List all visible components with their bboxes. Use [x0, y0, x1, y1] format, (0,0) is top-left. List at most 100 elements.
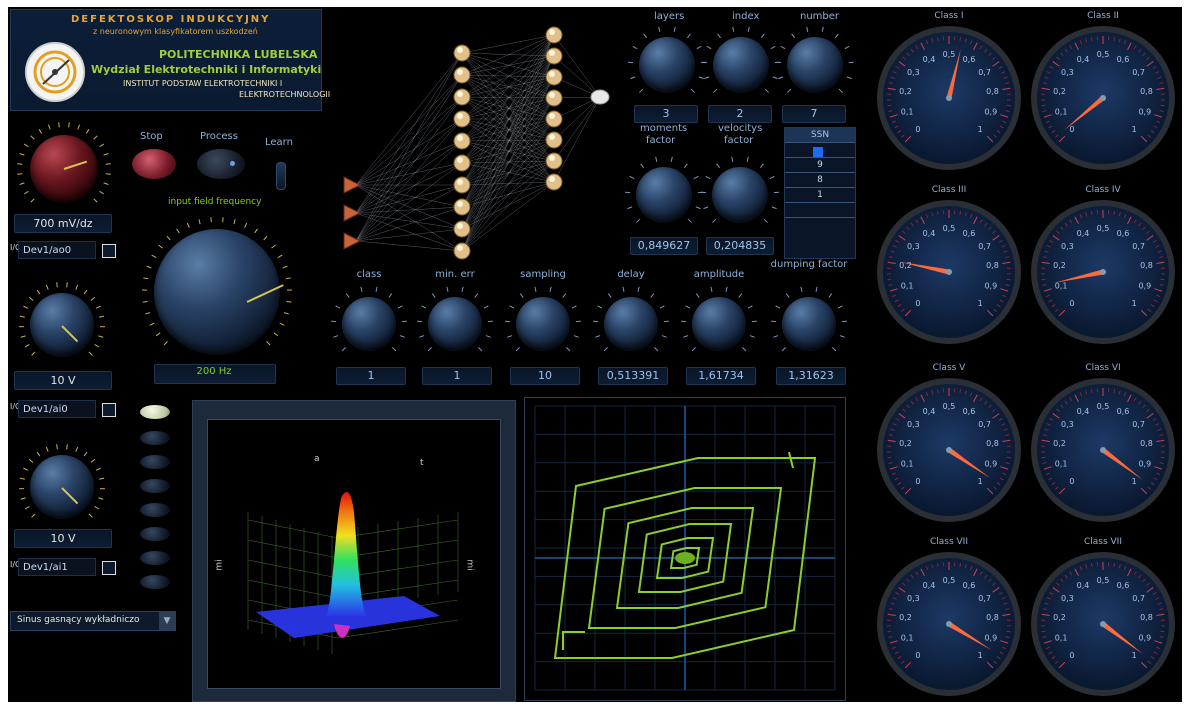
gauge-tick [1152, 592, 1157, 595]
gauge-tick [1005, 110, 1010, 113]
led-button-7[interactable] [140, 551, 170, 565]
gauge-scale-label: 0,6 [1117, 581, 1130, 590]
scale-tick [149, 322, 155, 326]
nn-connection [461, 34, 555, 164]
nn-hidden-node [453, 242, 471, 260]
led-button-3[interactable] [140, 455, 170, 469]
nn-connection [461, 76, 555, 164]
scale-tick [99, 477, 105, 480]
gauge-tick [984, 222, 988, 227]
scale-tick [749, 335, 755, 338]
scale-tick [565, 346, 571, 352]
layers-knob[interactable] [639, 37, 695, 93]
nn-connection [461, 160, 555, 230]
led-button-2[interactable] [140, 431, 170, 445]
gauge-hub [1100, 95, 1106, 101]
ssn-listbox[interactable]: SSN 9 8 1 [784, 127, 856, 259]
training-param-knob[interactable] [516, 297, 570, 351]
gauge-tick [897, 482, 902, 486]
gauge-tick [1051, 130, 1056, 134]
hysteresis-frame [524, 397, 846, 701]
gauge-tick [904, 135, 912, 143]
gauge-tick [1054, 486, 1059, 490]
gauge-scale-label: 1 [1132, 125, 1137, 134]
gauge-tick [915, 571, 919, 576]
gauge-tick [898, 235, 906, 241]
moments-factor-knob[interactable] [636, 167, 692, 223]
channel-ai1-selector[interactable]: Dev1/ai1 [18, 558, 96, 576]
training-param-knob[interactable] [428, 297, 482, 351]
ai0-knob[interactable] [30, 455, 94, 519]
scale-tick [88, 513, 93, 518]
ssn-item-2[interactable]: 8 [785, 172, 855, 187]
nn-connection [355, 140, 463, 186]
stop-button[interactable] [132, 149, 176, 179]
gauge-tick [1006, 456, 1011, 459]
channel-ao0-selector[interactable]: Dev1/ao0 [18, 241, 96, 259]
gauge-tick [1155, 71, 1160, 74]
frequency-knob[interactable] [154, 229, 280, 355]
gauge-tick [1056, 408, 1060, 413]
channel-ai0-checkbox[interactable] [102, 403, 116, 417]
hysteresis-core [675, 552, 695, 564]
index-knob[interactable] [713, 37, 769, 93]
scale-tick [630, 76, 636, 80]
nn-connection [461, 55, 555, 76]
hysteresis-loop [587, 487, 783, 629]
class-gauge: 00,1 0,2 0,30,4 0,5 0,60,7 0,8 0,91 [877, 200, 1021, 344]
scale-tick [176, 228, 180, 234]
gauge-tick [1058, 309, 1066, 317]
led-button-5[interactable] [140, 503, 170, 517]
scale-tick [360, 286, 363, 292]
nn-connection [461, 55, 555, 252]
gauge-title: Class III [931, 185, 967, 195]
training-param-label: min. err [435, 269, 475, 280]
channel-ai1-checkbox[interactable] [102, 561, 116, 575]
chevron-down-icon[interactable]: ▼ [159, 612, 175, 630]
scale-tick [166, 235, 171, 241]
scale-tick [88, 351, 93, 356]
signal-type-dropdown[interactable]: Sinus gasnący wykładniczo ▼ [10, 611, 176, 631]
number-value: 7 [782, 105, 846, 123]
led-button-1[interactable] [140, 405, 170, 419]
gauge-tick [1118, 390, 1121, 395]
gauge-tick [925, 392, 929, 397]
gauge-tick [1051, 656, 1056, 660]
channel-ai0-selector[interactable]: Dev1/ai0 [18, 400, 96, 418]
training-param-scale [771, 286, 847, 352]
led-button-6[interactable] [140, 527, 170, 541]
ssn-item-3[interactable]: 1 [785, 187, 855, 203]
gauge-scale-label: 0,7 [978, 242, 991, 251]
gauge-tick [925, 214, 929, 219]
nn-connection [461, 34, 555, 120]
channel-ao0-checkbox[interactable] [102, 244, 116, 258]
process-button[interactable] [197, 149, 245, 179]
gauge-needle [947, 621, 992, 651]
gauge-tick [1043, 288, 1052, 292]
training-param-knob[interactable] [692, 297, 746, 351]
scale-tick [333, 335, 339, 338]
scale-tick [36, 451, 41, 457]
nn-node-highlight [549, 71, 555, 77]
scale-tick [713, 88, 718, 93]
training-param-knob[interactable] [342, 297, 396, 351]
nn-connection [461, 74, 555, 99]
ssn-item-1[interactable]: 9 [785, 157, 855, 172]
led-button-8[interactable] [140, 575, 170, 589]
training-param-knob[interactable] [782, 297, 836, 351]
velocitys-factor-knob[interactable] [712, 167, 768, 223]
nn-connection [461, 74, 555, 141]
number-knob[interactable] [787, 37, 843, 93]
gauge-scale-label: 0,3 [907, 242, 920, 251]
gauge-tick [1154, 288, 1163, 292]
training-param-knob[interactable] [604, 297, 658, 351]
gauge-tick [887, 439, 896, 443]
gauge-tick [1113, 211, 1116, 216]
gauge-tick [1042, 462, 1047, 465]
ao0-knob[interactable] [30, 293, 94, 357]
gauge-tick [1058, 135, 1066, 143]
led-button-4[interactable] [140, 479, 170, 493]
sensitivity-ticks [17, 122, 111, 203]
learn-switch[interactable] [276, 162, 286, 190]
gauge-scale-label: 1 [1132, 477, 1137, 486]
